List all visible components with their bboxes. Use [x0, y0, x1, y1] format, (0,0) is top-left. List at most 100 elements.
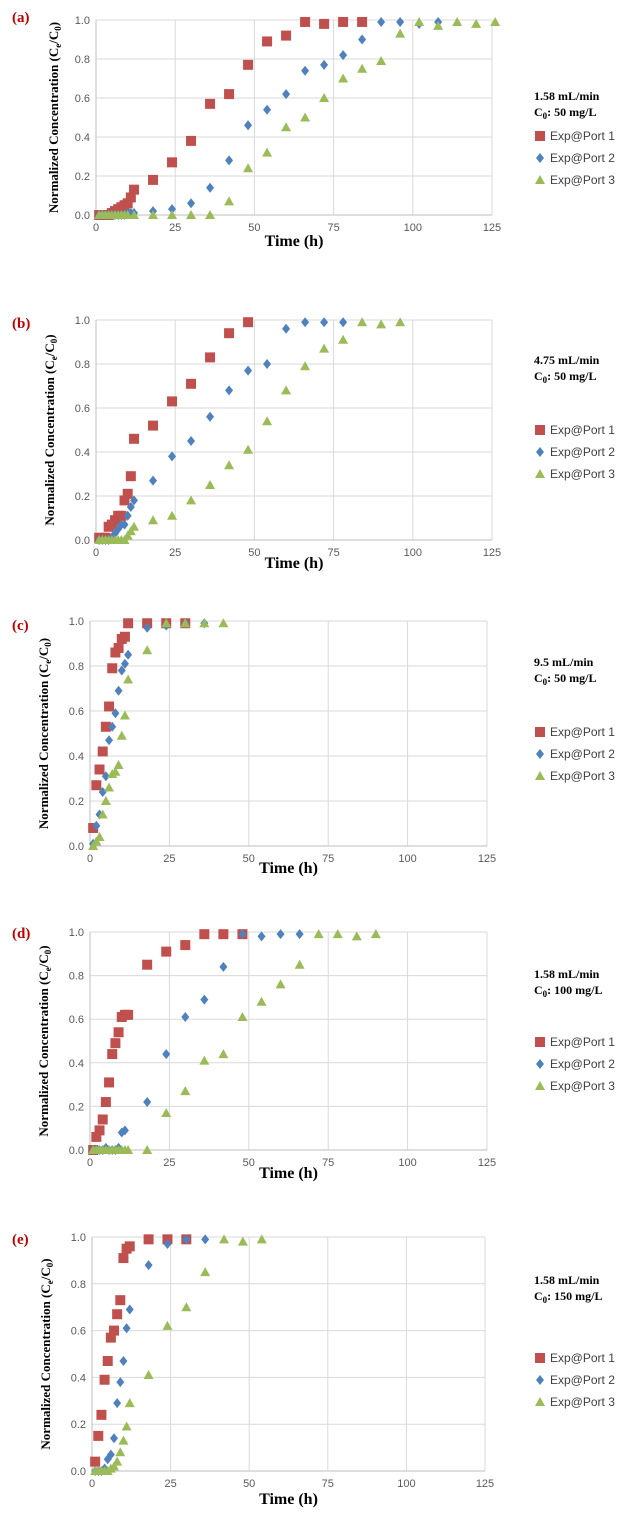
data-point — [107, 663, 118, 674]
data-point — [92, 820, 101, 831]
series-diamond — [95, 16, 443, 220]
inlet-concentration-label: C0: 50 mg/L — [534, 671, 597, 687]
legend-label: Exp@Port 1 — [550, 1351, 615, 1365]
x-axis-label: Time (h) — [259, 860, 318, 877]
data-point — [104, 701, 115, 712]
data-point — [357, 16, 368, 27]
data-point — [276, 929, 285, 940]
data-point — [100, 721, 111, 732]
data-point — [148, 515, 159, 525]
data-point — [97, 1114, 108, 1125]
data-point — [199, 1055, 210, 1065]
legend-label: Exp@Port 1 — [550, 1035, 615, 1049]
data-point — [320, 59, 329, 70]
data-point — [262, 36, 273, 47]
data-point — [332, 929, 343, 939]
x-tick-label: 25 — [169, 222, 181, 234]
chart-panel-5: (e) 0 25 50 75 100 125 0.0 0.2 0.4 0.6 0.8 1.0 Time (… — [0, 1222, 622, 1522]
data-point — [281, 30, 292, 41]
data-point — [319, 93, 330, 102]
x-tick-label: 25 — [163, 853, 175, 865]
data-point — [125, 471, 136, 482]
data-point — [143, 622, 152, 633]
series-triangle — [88, 618, 229, 850]
data-point — [149, 475, 158, 486]
data-point — [225, 385, 234, 396]
x-tick-label: 0 — [87, 1157, 93, 1169]
data-point — [123, 510, 132, 521]
data-point — [206, 411, 215, 422]
x-tick-label: 75 — [322, 1157, 334, 1169]
y-tick-label: 0.0 — [69, 1145, 84, 1157]
data-point — [119, 631, 130, 642]
x-tick-label: 125 — [483, 547, 501, 559]
data-point — [130, 495, 139, 506]
data-point — [98, 787, 107, 797]
data-point — [91, 780, 102, 791]
data-point — [313, 929, 324, 939]
y-tick-label: 0.4 — [69, 1058, 84, 1070]
data-point — [275, 979, 286, 989]
data-point — [161, 618, 172, 628]
data-point — [338, 334, 349, 344]
inlet-concentration-label: C0: 50 mg/L — [534, 369, 597, 385]
series-triangle — [94, 16, 501, 219]
data-point — [129, 210, 140, 219]
data-point — [110, 1038, 121, 1049]
y-tick-label: 1.0 — [69, 927, 84, 939]
data-point — [121, 1421, 132, 1431]
data-point — [112, 1309, 123, 1320]
data-point — [206, 182, 215, 193]
data-point — [357, 63, 368, 73]
data-point — [116, 510, 127, 521]
y-tick-label: 0.8 — [75, 54, 90, 66]
data-point — [200, 994, 209, 1005]
x-tick-label: 100 — [398, 853, 416, 865]
data-point — [414, 16, 425, 26]
data-point — [181, 1012, 190, 1023]
data-point — [116, 1377, 125, 1388]
x-tick-label: 125 — [483, 222, 501, 234]
y-tick-label: 1.0 — [75, 315, 90, 327]
x-tick-label: 75 — [327, 222, 339, 234]
data-point — [110, 766, 121, 776]
data-point — [168, 451, 177, 462]
data-point — [396, 16, 405, 27]
data-point — [186, 135, 197, 146]
legend-marker — [535, 469, 545, 478]
y-tick-label: 0.4 — [71, 1372, 86, 1384]
data-point — [370, 929, 381, 939]
series-square — [94, 16, 368, 220]
data-point — [167, 210, 178, 219]
legend-marker — [535, 1081, 545, 1090]
data-point — [142, 1145, 153, 1154]
data-point — [105, 1332, 116, 1343]
data-point — [112, 1456, 123, 1466]
legend-entry: Exp@Port 2 — [536, 1057, 615, 1071]
y-tick-label: 0.4 — [75, 447, 90, 459]
data-point — [144, 1260, 153, 1271]
y-tick-label: 0.2 — [75, 491, 90, 503]
data-point — [224, 460, 235, 470]
inlet-concentration-label: C0: 150 mg/L — [534, 1289, 603, 1305]
data-point — [148, 420, 159, 431]
data-point — [161, 946, 172, 957]
legend-label: Exp@Port 3 — [550, 769, 615, 783]
legend-label: Exp@Port 2 — [550, 747, 615, 761]
data-point — [119, 495, 130, 506]
data-point — [168, 204, 177, 215]
panel-label: (e) — [12, 1232, 29, 1248]
data-point — [122, 1323, 131, 1334]
panel-label: (c) — [12, 618, 29, 634]
y-axis-label: Normalized Concentration (Ce/C0) — [38, 1258, 55, 1449]
data-point — [143, 1097, 152, 1108]
legend-marker — [535, 175, 545, 184]
data-point — [101, 771, 110, 782]
legend-marker — [536, 153, 544, 163]
y-tick-label: 0.2 — [69, 796, 84, 808]
data-point — [148, 210, 159, 219]
data-point — [142, 959, 153, 970]
data-point — [237, 1236, 248, 1246]
data-point — [124, 1398, 135, 1408]
data-point — [109, 1461, 120, 1471]
